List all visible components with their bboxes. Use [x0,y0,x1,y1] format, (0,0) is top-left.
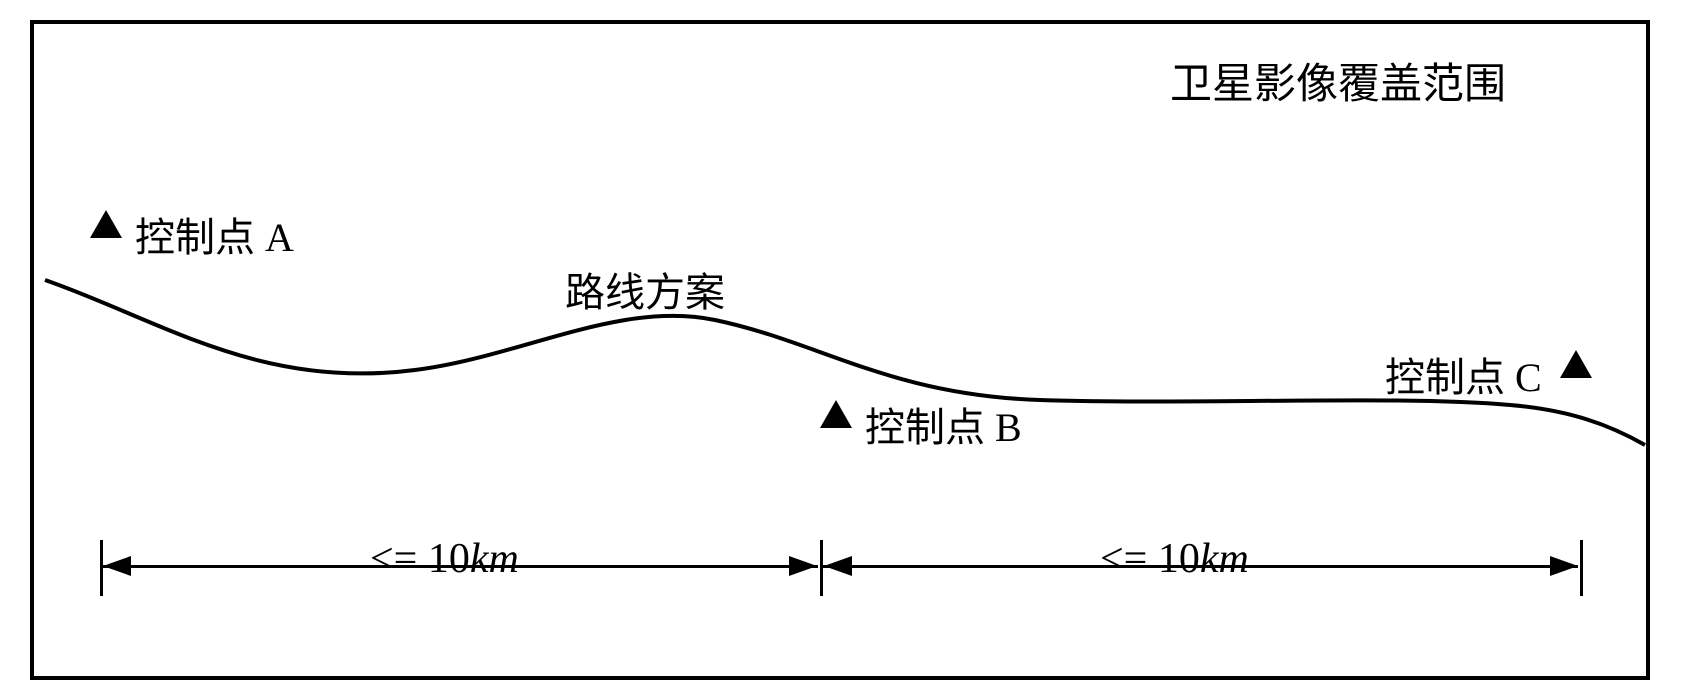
control-point-c-label: 控制点 C [1385,345,1542,403]
control-point-b-label: 控制点 B [865,395,1022,453]
control-point-a-label: 控制点 A [135,205,294,263]
route-label: 路线方案 [565,260,725,318]
dim-tick-mid [820,540,823,596]
dim2-label: <= 10km [1100,535,1249,583]
dim2-prefix: <= 10 [1100,536,1200,582]
dim-tick-right [1580,540,1583,596]
control-point-c-icon [1560,350,1592,378]
control-point-a-icon [90,210,122,238]
dim2-arrow-left-icon [824,556,852,576]
dim2-arrow-right-icon [1550,556,1578,576]
dim1-arrow-left-icon [103,556,131,576]
dim1-unit: km [470,536,519,582]
control-point-b-icon [820,400,852,428]
dim2-unit: km [1200,536,1249,582]
dim1-label: <= 10km [370,535,519,583]
dim1-prefix: <= 10 [370,536,470,582]
dim1-arrow-right-icon [789,556,817,576]
